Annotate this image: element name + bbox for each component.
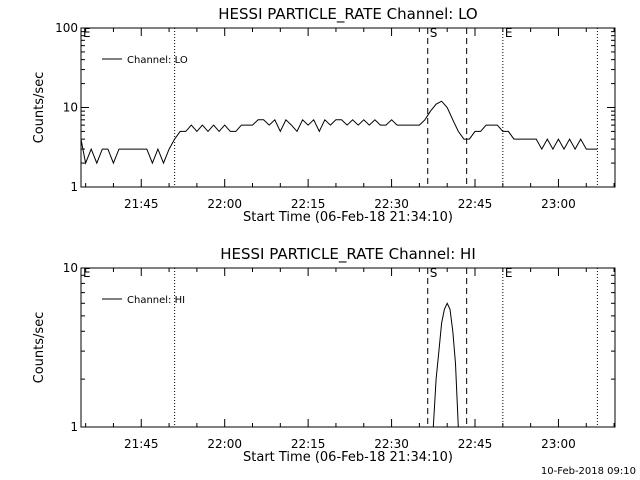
chart-title: HESSI PARTICLE_RATE Channel: LO [218,5,477,24]
lo-channel-panel: HESSI PARTICLE_RATE Channel: LO 21:45 22:0… [32,5,616,225]
x-tick-label: 22:00 [207,437,242,451]
series-line [432,302,459,428]
x-tick-label: 23:00 [541,437,576,451]
marker-label: S [430,26,438,40]
y-tick-label: 10 [63,261,78,275]
y-tick-label: 10 [63,101,78,115]
chart-title: HESSI PARTICLE_RATE Channel: HI [220,245,476,264]
x-axis-label: Start Time (06-Feb-18 21:34:10) [243,210,453,225]
x-tick-label: 21:45 [124,197,159,211]
legend-label: Channel: LO [127,55,188,66]
y-axis-label: Counts/sec [32,312,47,384]
marker-label: E [505,26,513,40]
series-line [80,100,598,165]
x-tick-label: 22:45 [458,197,493,211]
marker-label: E [83,266,91,280]
marker-label: E [83,26,91,40]
marker-label: E [505,266,513,280]
x-tick-label: 22:30 [374,437,409,451]
hi-channel-panel: HESSI PARTICLE_RATE Channel: HI 21:45 22:0… [32,245,616,465]
y-tick-label: 1 [70,180,78,194]
x-tick-label: 22:45 [458,437,493,451]
x-tick-label: 22:30 [374,197,409,211]
footer-timestamp: 10-Feb-2018 09:10 [541,466,636,477]
x-tick-label: 23:00 [541,197,576,211]
legend-label: Channel: HI [127,295,185,306]
y-tick-label: 100 [55,21,78,35]
y-tick-label: 1 [70,420,78,434]
plot-frame [80,267,616,428]
x-tick-label: 22:00 [207,197,242,211]
x-tick-label: 22:15 [291,197,326,211]
x-axis-label: Start Time (06-Feb-18 21:34:10) [243,450,453,465]
y-axis-label: Counts/sec [32,72,47,144]
x-tick-label: 22:15 [291,437,326,451]
marker-label: S [430,266,438,280]
plot-frame [80,27,616,188]
x-tick-label: 21:45 [124,437,159,451]
